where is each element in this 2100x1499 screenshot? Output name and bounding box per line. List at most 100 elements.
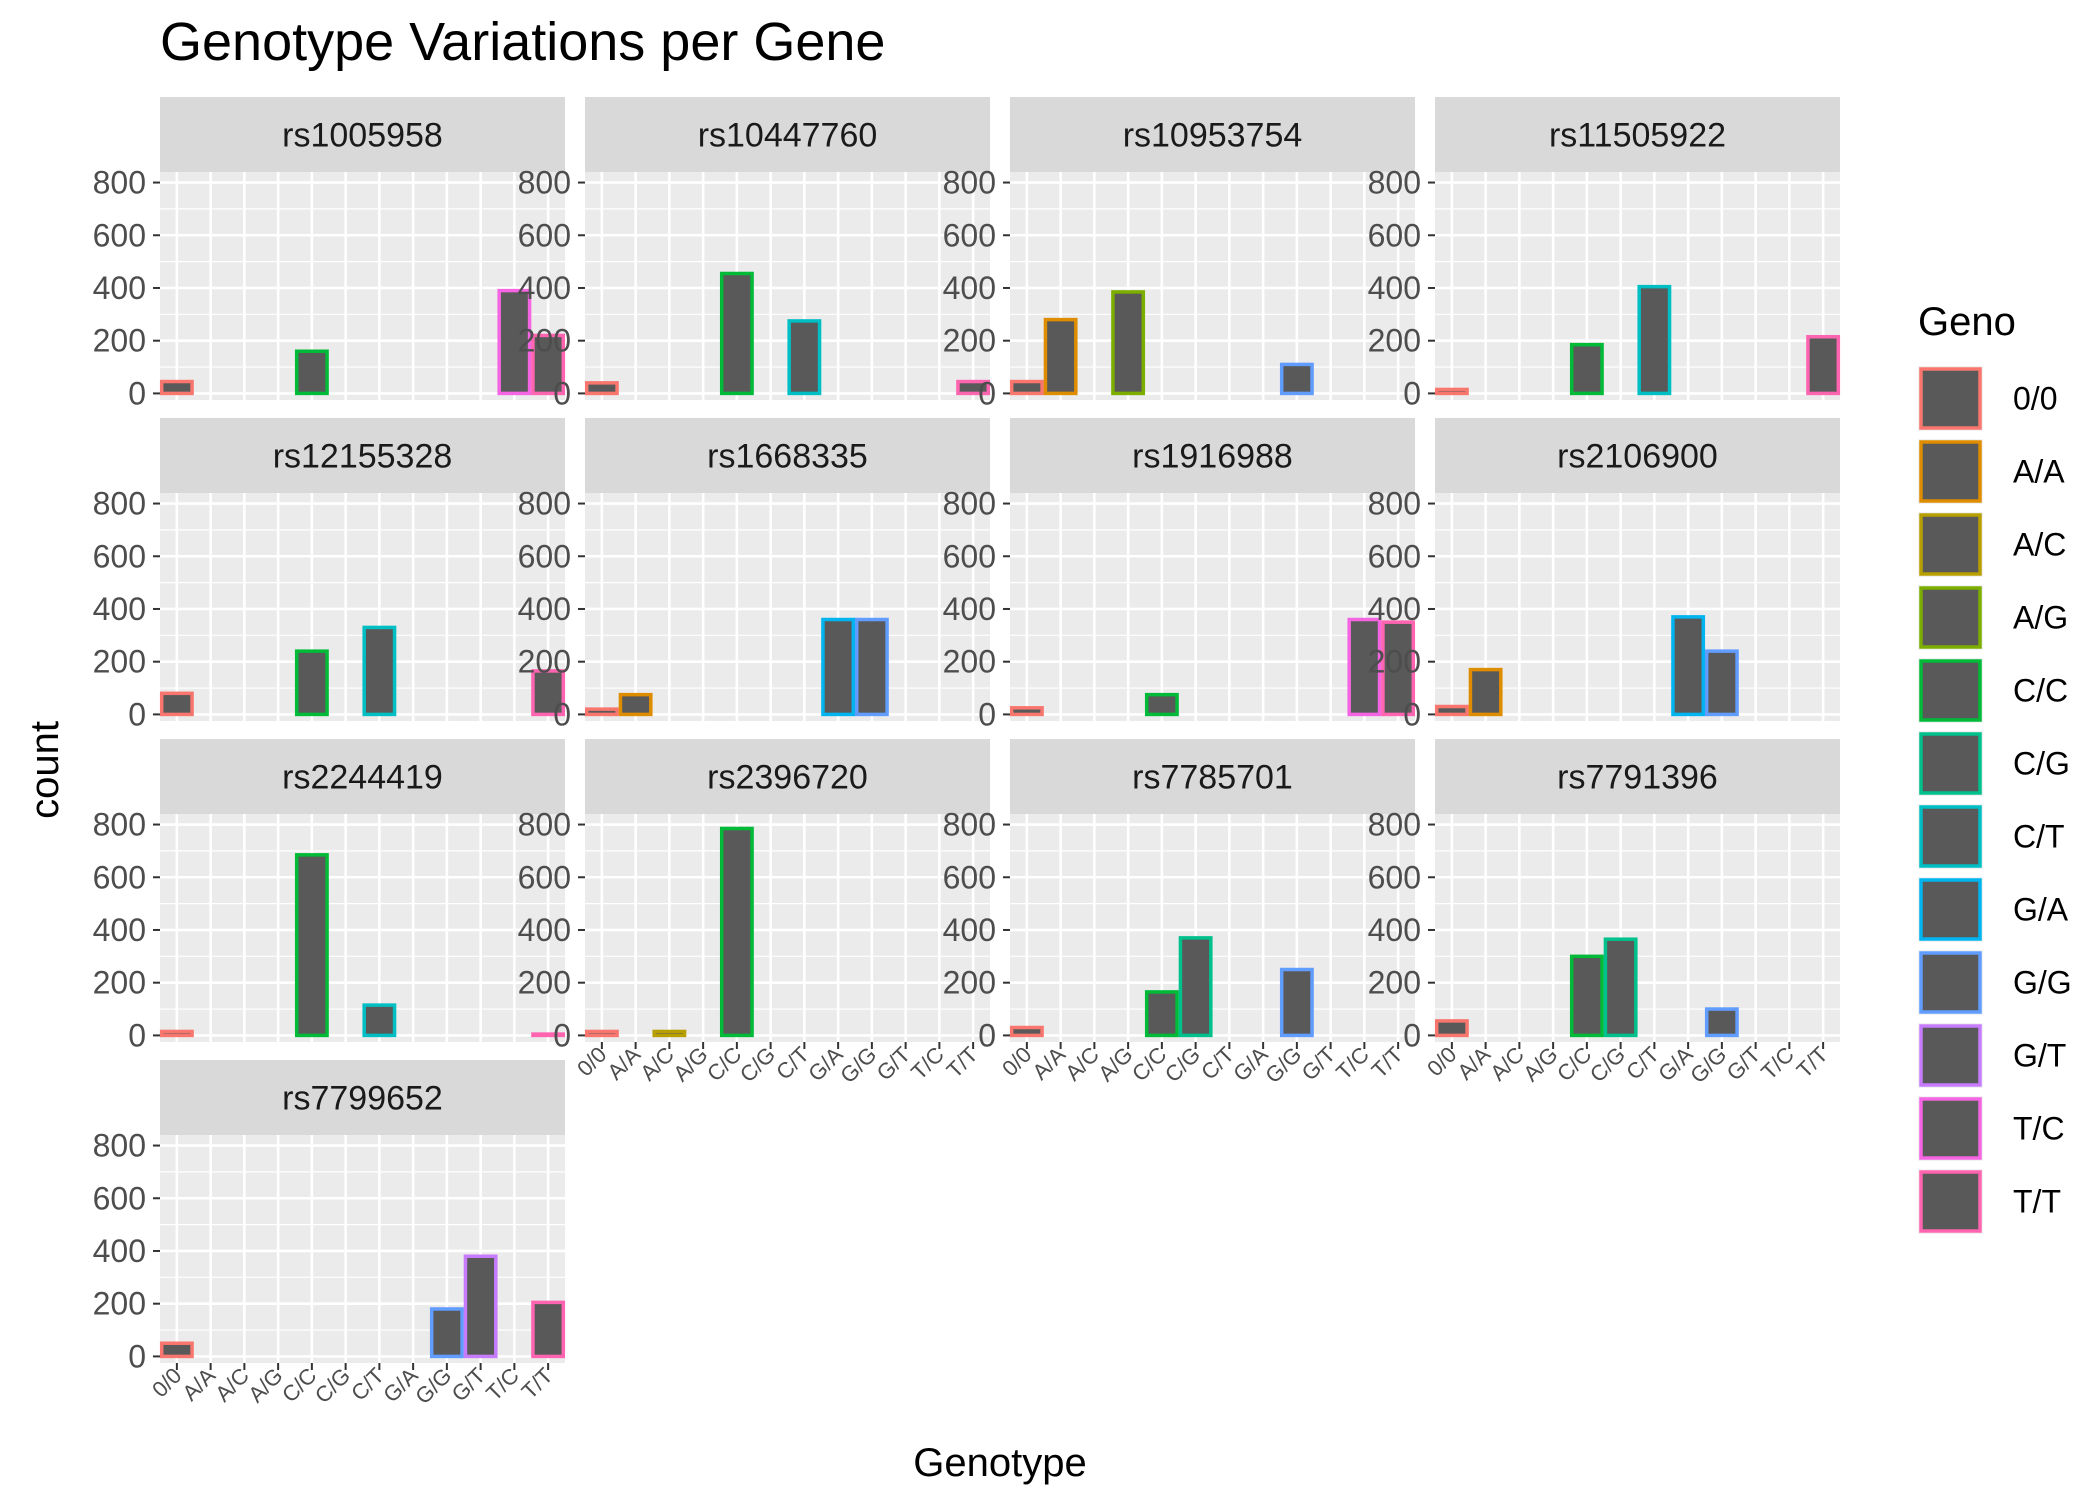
y-tick-label: 800	[93, 165, 146, 201]
bar-rs2396720-a-c	[652, 1029, 687, 1038]
bar-rs7785701-g-g	[1279, 967, 1314, 1038]
panel-rs2396720: rs239672002004006008000/0A/AA/CA/GC/CC/G…	[518, 739, 990, 1088]
bar-rs10953754-g-g	[1279, 362, 1314, 396]
legend-label: C/C	[2013, 673, 2068, 709]
bar-rs12155328-0-0	[159, 691, 194, 717]
legend-swatch	[1919, 659, 1982, 722]
facet-strip-label: rs7799652	[282, 1080, 443, 1118]
facet-strip-label: rs2396720	[707, 759, 868, 797]
bar-rs2244419-c-t	[362, 1003, 397, 1038]
panel-rs11505922: rs11505922 0 200 400 600 800	[1368, 97, 1841, 411]
y-tick-label: 800	[518, 807, 571, 843]
legend-swatch	[1919, 878, 1982, 941]
y-tick-label: 600	[518, 217, 571, 253]
bar-rs12155328-c-c	[294, 649, 329, 717]
y-tick-label: 800	[1368, 165, 1421, 201]
panel-rs10953754: rs10953754 0 200 400 600 800	[943, 97, 1415, 411]
panel-rs1005958: rs1005958 0 200 400 600 800	[93, 97, 566, 411]
legend-item-a-c: A/C	[1918, 512, 2066, 577]
y-tick-label: 400	[518, 270, 571, 306]
facet-strip-label: rs7791396	[1557, 759, 1718, 797]
y-tick-label: 0	[128, 696, 146, 732]
bar-rs10447760-t-t	[956, 379, 991, 396]
y-tick-label: 800	[1368, 807, 1421, 843]
legend-item-g-t: G/T	[1918, 1023, 2066, 1088]
bar-rs2106900-g-a	[1671, 615, 1706, 717]
facet-strip	[160, 97, 565, 172]
legend-item-t-c: T/C	[1918, 1096, 2065, 1161]
facet-strip	[585, 739, 990, 814]
y-tick-label: 600	[943, 538, 996, 574]
y-tick-label: 400	[518, 591, 571, 627]
bar-rs11505922-c-t	[1637, 284, 1672, 396]
y-tick-label: 600	[1368, 859, 1421, 895]
y-tick-label: 0	[1403, 375, 1421, 411]
legend-swatch	[1919, 1024, 1982, 1087]
panel-rs7799652: rs779965202004006008000/0A/AA/CA/GC/CC/G…	[93, 1060, 566, 1409]
facet-strip-label: rs2106900	[1557, 438, 1718, 476]
y-tick-label: 400	[1368, 912, 1421, 948]
bar-rs1916988-t-c	[1347, 617, 1382, 717]
legend-swatch	[1919, 951, 1982, 1014]
y-tick-label: 400	[1368, 270, 1421, 306]
panel-rs2244419: rs2244419 0 200 400 600 800	[93, 739, 566, 1053]
panel-rs7791396: rs779139602004006008000/0A/AA/CA/GC/CC/G…	[1368, 739, 1840, 1088]
bar-rs2244419-0-0	[159, 1029, 194, 1038]
y-tick-label: 200	[943, 644, 996, 680]
y-tick-label: 600	[943, 859, 996, 895]
bar-rs7785701-c-g	[1178, 936, 1213, 1038]
x-tick-label: T/T	[517, 1363, 558, 1404]
y-tick-label: 400	[518, 912, 571, 948]
panel-rs7785701: rs778570102004006008000/0A/AA/CA/GC/CC/G…	[943, 739, 1415, 1088]
y-tick-label: 0	[553, 375, 571, 411]
legend-swatch	[1919, 367, 1982, 430]
legend-swatch	[1919, 1097, 1982, 1160]
bar-rs1668335-g-a	[821, 617, 856, 717]
facet-strip	[160, 1060, 565, 1135]
legend-label: A/C	[2013, 527, 2066, 563]
y-tick-label: 400	[93, 912, 146, 948]
bar-rs7791396-0-0	[1434, 1019, 1469, 1038]
y-tick-label: 800	[93, 486, 146, 522]
y-tick-label: 400	[1368, 591, 1421, 627]
legend-label: T/C	[2013, 1111, 2065, 1147]
legend-label: G/T	[2013, 1038, 2066, 1074]
y-tick-label: 0	[128, 1017, 146, 1053]
y-tick-label: 800	[943, 486, 996, 522]
panel-background	[585, 493, 990, 721]
facet-strip	[1010, 739, 1415, 814]
panel-background	[160, 1135, 565, 1363]
y-tick-label: 0	[553, 696, 571, 732]
bar-rs7791396-c-c	[1569, 954, 1604, 1038]
panel-rs2106900: rs2106900 0 200 400 600 800	[1368, 418, 1840, 732]
panel-rs1668335: rs1668335 0 200 400 600 800	[518, 418, 990, 732]
y-tick-label: 200	[518, 965, 571, 1001]
legend-item-0-0: 0/0	[1918, 366, 2057, 431]
y-tick-label: 800	[943, 165, 996, 201]
facet-strip-label: rs10447760	[698, 117, 878, 155]
y-tick-label: 800	[1368, 486, 1421, 522]
bar-rs7791396-g-g	[1704, 1007, 1739, 1038]
facet-strip-label: rs11505922	[1549, 117, 1726, 155]
y-tick-label: 800	[93, 807, 146, 843]
y-tick-label: 0	[978, 1017, 996, 1053]
bar-rs1005958-0-0	[159, 379, 194, 396]
legend-label: G/A	[2013, 892, 2069, 928]
y-tick-label: 400	[93, 270, 146, 306]
y-tick-label: 400	[943, 912, 996, 948]
bar-rs1005958-t-t	[531, 333, 566, 396]
y-tick-label: 200	[943, 965, 996, 1001]
y-tick-label: 600	[518, 538, 571, 574]
facet-panels: rs1005958 0 200 400 600 800 rs10447760 0 200 400 6…	[93, 97, 1841, 1409]
facet-strip-label: rs12155328	[273, 438, 453, 476]
legend-label: A/A	[2013, 454, 2065, 490]
bar-rs2106900-g-g	[1704, 649, 1739, 717]
y-tick-label: 0	[978, 375, 996, 411]
bar-rs10447760-c-t	[787, 319, 822, 396]
bar-rs2106900-a-a	[1468, 667, 1503, 717]
y-tick-label: 0	[553, 1017, 571, 1053]
panel-rs12155328: rs12155328 0 200 400 600 800	[93, 418, 566, 732]
legend-title: Geno	[1918, 300, 2016, 344]
y-axis-title: count	[23, 721, 67, 819]
